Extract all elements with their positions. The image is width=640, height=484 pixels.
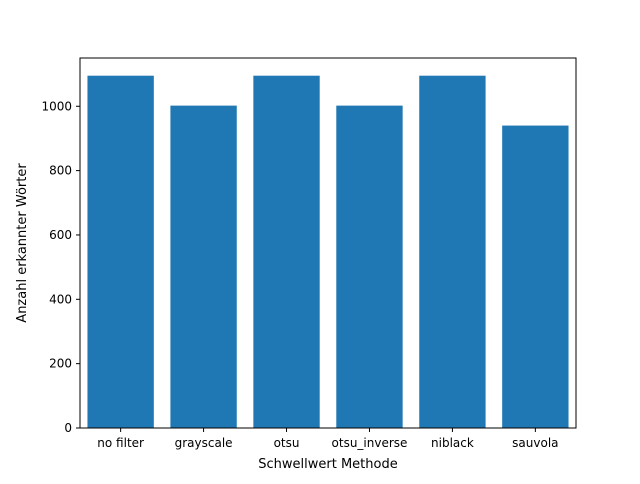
plot-frame (79, 57, 577, 429)
x-tick-label: sauvola (512, 436, 558, 450)
y-tick-label: 0 (64, 421, 72, 435)
y-tick-label: 800 (49, 164, 72, 178)
y-axis: 0 200 400 600 800 1000 (41, 99, 80, 435)
bar-otsu-inverse (336, 105, 403, 429)
x-tick-label: otsu_inverse (332, 436, 408, 450)
x-tick-label: no filter (97, 436, 144, 450)
plot-background (80, 58, 576, 428)
y-axis-label: Anzahl erkannter Wörter (15, 163, 30, 323)
y-tick-label: 400 (49, 292, 72, 306)
y-tick-label: 600 (49, 228, 72, 242)
bar-sauvola (502, 125, 569, 428)
x-tick-label: niblack (431, 436, 474, 450)
bar-otsu (253, 75, 320, 428)
x-tick-label: grayscale (175, 436, 233, 450)
y-tick-label: 1000 (41, 99, 72, 113)
bar-no-filter (87, 75, 154, 428)
x-tick-label: otsu (274, 436, 300, 450)
y-tick-label: 200 (49, 357, 72, 371)
bar-niblack (419, 75, 486, 428)
x-axis-label: Schwellwert Methode (258, 457, 397, 472)
bars-group (87, 75, 569, 429)
bar-grayscale (170, 105, 237, 429)
x-axis: no filter grayscale otsu otsu_inverse niblac… (97, 428, 559, 450)
